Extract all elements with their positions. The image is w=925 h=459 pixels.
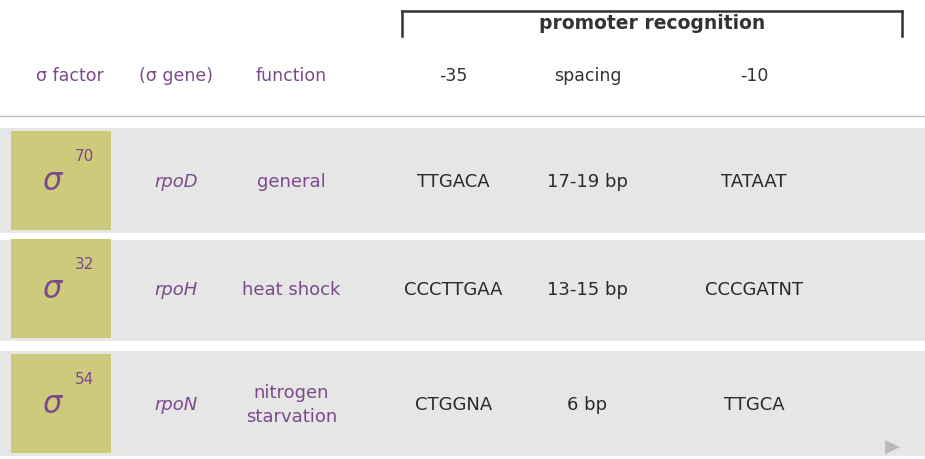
Text: 54: 54 [75, 371, 93, 386]
Text: spacing: spacing [554, 67, 621, 85]
Text: -10: -10 [740, 67, 768, 85]
FancyBboxPatch shape [0, 237, 925, 341]
Text: CCCGATNT: CCCGATNT [705, 280, 803, 298]
Text: rpoD: rpoD [154, 172, 198, 190]
Text: 6 bp: 6 bp [567, 395, 608, 413]
Text: heat shock: heat shock [242, 280, 340, 298]
Text: TTGACA: TTGACA [417, 172, 489, 190]
Text: (σ gene): (σ gene) [139, 67, 213, 85]
Text: function: function [256, 67, 327, 85]
Text: TATAAT: TATAAT [722, 172, 786, 190]
Text: 32: 32 [75, 257, 93, 271]
FancyBboxPatch shape [0, 352, 925, 456]
Text: 70: 70 [75, 149, 93, 163]
Text: σ factor: σ factor [35, 67, 104, 85]
Text: rpoN: rpoN [154, 395, 197, 413]
FancyBboxPatch shape [11, 240, 111, 339]
Text: general: general [257, 172, 326, 190]
Text: CCCTTGAA: CCCTTGAA [404, 280, 502, 298]
FancyBboxPatch shape [11, 132, 111, 230]
Text: -35: -35 [439, 67, 467, 85]
Text: 17-19 bp: 17-19 bp [547, 172, 628, 190]
Text: CTGGNA: CTGGNA [414, 395, 492, 413]
Text: rpoH: rpoH [154, 280, 197, 298]
Text: nitrogen
starvation: nitrogen starvation [246, 383, 337, 425]
Text: promoter recognition: promoter recognition [539, 14, 765, 33]
Text: 13-15 bp: 13-15 bp [547, 280, 628, 298]
FancyBboxPatch shape [11, 354, 111, 453]
FancyBboxPatch shape [0, 129, 925, 234]
Text: TTGCA: TTGCA [723, 395, 784, 413]
Text: σ: σ [43, 274, 61, 304]
Text: σ: σ [43, 167, 61, 196]
Text: ▶: ▶ [885, 436, 900, 455]
Text: σ: σ [43, 389, 61, 419]
